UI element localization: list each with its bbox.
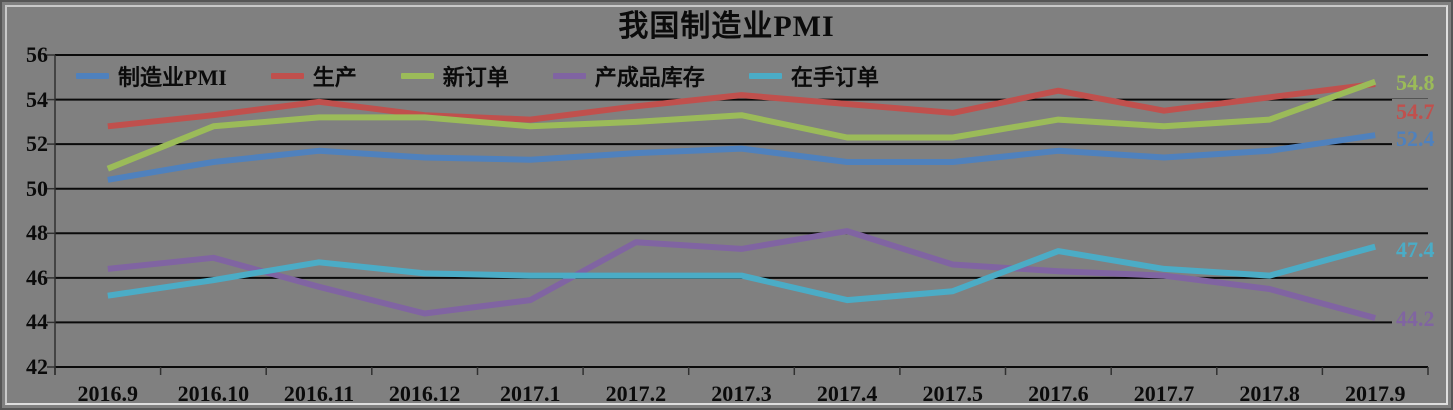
legend-item: 生产: [270, 60, 357, 92]
legend: 制造业PMI 生产 新订单 产成品库存 在手订单: [76, 60, 879, 92]
x-axis-tick-label: 2017.8: [1239, 381, 1300, 406]
y-axis-tick-label: 46: [26, 264, 48, 290]
legend-label: 生产: [312, 65, 357, 90]
series-line-在手订单: [107, 243, 1376, 304]
y-axis-tick-label: 54: [26, 86, 48, 112]
legend-swatch-产成品库存: [552, 73, 586, 79]
end-label-新订单: 54.8: [1392, 69, 1438, 95]
legend-label: 制造业PMI: [118, 65, 227, 90]
end-label-生产: 54.7: [1392, 98, 1438, 124]
x-axis-tick-label: 2017.6: [1028, 381, 1089, 406]
legend-item: 产成品库存: [552, 60, 705, 92]
legend-swatch-生产: [270, 73, 304, 79]
x-axis-tick-label: 2016.10: [177, 381, 250, 406]
x-axis-tick-label: 2017.5: [922, 381, 983, 406]
legend-swatch-制造业PMI: [76, 73, 109, 79]
legend-label: 新订单: [442, 65, 509, 90]
x-axis-tick-label: 2017.2: [605, 381, 667, 406]
legend-swatch-新订单: [400, 73, 434, 79]
y-axis-tick-label: 56: [26, 42, 48, 67]
legend-swatch-在手订单: [748, 73, 782, 79]
x-axis-tick-label: 2017.4: [816, 381, 878, 406]
end-label-产成品库存: 44.2: [1392, 305, 1438, 331]
legend-item: 新订单: [400, 60, 509, 92]
end-label-制造业PMI: 52.4: [1392, 126, 1438, 152]
legend-label: 在手订单: [790, 65, 879, 90]
y-axis-tick-label: 52: [26, 131, 48, 157]
series-line-生产: [107, 81, 1376, 130]
x-axis-tick-label: 2016.12: [388, 381, 461, 406]
legend-label: 产成品库存: [594, 65, 705, 90]
x-axis-tick-label: 2016.9: [77, 381, 139, 406]
legend-item: 在手订单: [748, 60, 879, 92]
legend-item: 制造业PMI: [76, 60, 227, 92]
end-label-在手订单: 47.4: [1392, 236, 1438, 262]
x-axis-tick-label: 2017.7: [1133, 381, 1195, 406]
series-line-制造业PMI: [107, 132, 1376, 183]
series-line-产成品库存: [107, 228, 1376, 321]
chart-title: 我国制造业PMI: [618, 10, 835, 43]
y-axis-tick-label: 50: [26, 175, 48, 201]
x-axis-tick-label: 2016.11: [283, 381, 355, 406]
x-axis-tick-label: 2017.3: [711, 381, 772, 406]
y-axis-tick-label: 48: [26, 220, 48, 246]
x-axis-tick-label: 2017.9: [1344, 381, 1406, 406]
y-axis-tick-label: 42: [26, 354, 48, 379]
series-line-新订单: [106, 78, 1377, 172]
x-axis-tick-label: 2017.1: [500, 381, 561, 406]
y-axis-tick-label: 44: [26, 309, 48, 335]
